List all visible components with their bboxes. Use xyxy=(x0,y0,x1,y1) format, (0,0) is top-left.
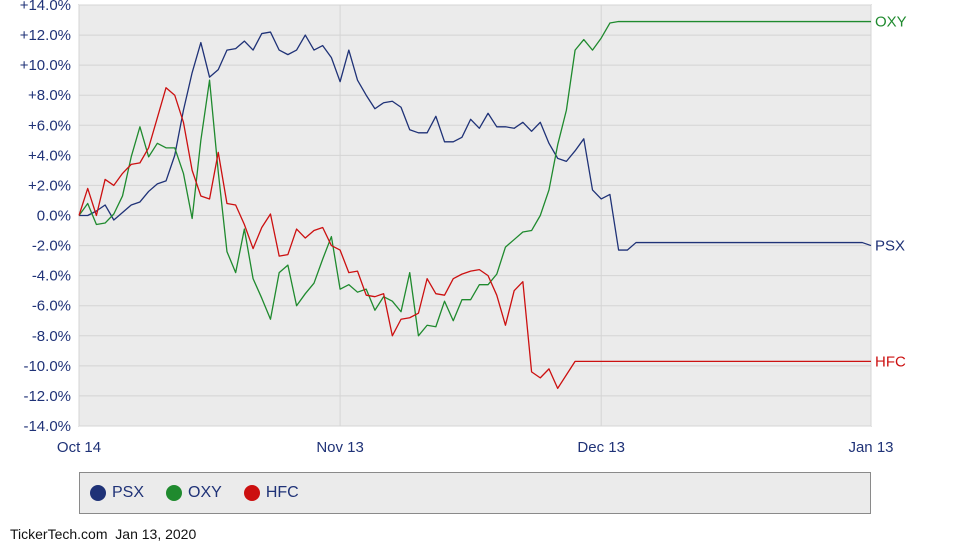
y-tick-label: +12.0% xyxy=(20,27,71,44)
x-axis-tick-labels: Oct 14 Nov 13 Dec 13 Jan 13 xyxy=(57,439,894,456)
footer-source: TickerTech.com xyxy=(10,526,108,542)
y-tick-label: -8.0% xyxy=(32,328,71,345)
series-end-label-psx: PSX xyxy=(875,238,905,255)
legend-marker-psx xyxy=(90,485,106,501)
y-tick-label: +2.0% xyxy=(28,177,71,194)
x-tick-label: Oct 14 xyxy=(57,439,101,456)
y-tick-label: 0.0% xyxy=(37,208,71,225)
legend-marker-hfc xyxy=(243,485,260,501)
y-tick-label: +6.0% xyxy=(28,117,71,134)
y-tick-label: -4.0% xyxy=(32,268,71,285)
legend-item-psx: PSX xyxy=(90,484,144,502)
y-axis-tick-labels: +14.0% +12.0% +10.0% +8.0% +6.0% +4.0% +2.0% 0.… xyxy=(20,0,71,435)
y-tick-label: -2.0% xyxy=(32,238,71,255)
y-tick-label: +14.0% xyxy=(20,0,71,14)
legend-item-oxy: OXY xyxy=(166,484,222,502)
x-tick-label: Nov 13 xyxy=(316,439,364,456)
legend-label-oxy: OXY xyxy=(188,484,222,501)
series-lines xyxy=(78,20,872,390)
y-tick-label: -14.0% xyxy=(23,418,71,435)
x-tick-label: Jan 13 xyxy=(848,439,893,456)
y-tick-label: +4.0% xyxy=(28,147,71,164)
y-tick-label: -6.0% xyxy=(32,298,71,315)
legend-label-hfc: HFC xyxy=(265,484,299,501)
legend-item-hfc: HFC xyxy=(243,484,299,502)
y-tick-label: -10.0% xyxy=(23,358,71,375)
series-end-labels: PSX OXY HFC xyxy=(875,14,907,371)
chart-footer: TickerTech.com Jan 13, 2020 xyxy=(10,526,196,542)
footer-date: Jan 13, 2020 xyxy=(115,526,197,542)
series-end-label-oxy: OXY xyxy=(875,14,907,31)
series-line-psx xyxy=(79,31,872,251)
legend-label-psx: PSX xyxy=(112,484,145,501)
legend-marker-oxy xyxy=(166,485,183,501)
stock-performance-chart: +14.0% +12.0% +10.0% +8.0% +6.0% +4.0% +2.0% 0.… xyxy=(20,0,907,456)
y-tick-label: +8.0% xyxy=(28,87,71,104)
series-line-hfc xyxy=(78,87,871,390)
gridlines xyxy=(78,4,872,427)
y-tick-label: -12.0% xyxy=(23,388,71,405)
legend: PSX OXY HFC xyxy=(79,472,871,514)
x-tick-label: Dec 13 xyxy=(577,439,625,456)
y-tick-label: +10.0% xyxy=(20,57,71,74)
series-end-label-hfc: HFC xyxy=(875,353,906,370)
series-line-oxy xyxy=(78,20,871,337)
